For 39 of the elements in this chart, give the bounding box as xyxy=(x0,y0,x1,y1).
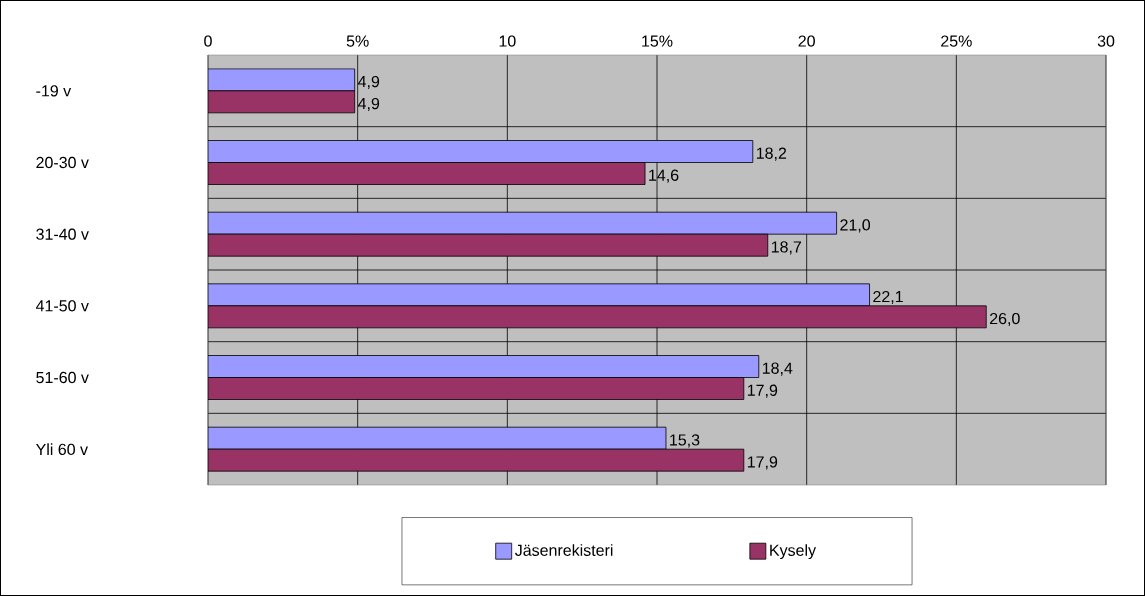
bar xyxy=(208,426,667,450)
y-tick-label: 41-50 v xyxy=(35,300,89,312)
y-tick-label: 20-30 v xyxy=(36,156,89,169)
bar xyxy=(208,140,754,163)
y-tick-label: -19 v xyxy=(36,85,72,97)
data-label: 18,4 xyxy=(762,362,793,376)
data-label: 18,2 xyxy=(756,147,787,161)
data-label: 17,9 xyxy=(747,456,778,470)
legend-label: Kysely xyxy=(770,544,817,560)
x-tick-label: 5% xyxy=(346,35,369,47)
data-label: 15,3 xyxy=(670,434,700,448)
bar xyxy=(208,233,769,257)
x-tick-label: 25% xyxy=(941,35,972,47)
bar xyxy=(208,90,356,114)
bar xyxy=(208,162,646,185)
y-tick-label: 51-60 v xyxy=(36,371,89,384)
y-tick-label: 31-40 v xyxy=(36,228,89,240)
bar xyxy=(208,355,760,378)
legend-label: Jäsenrekisteri xyxy=(515,544,613,556)
data-label: 26,0 xyxy=(990,312,1020,327)
data-label: 21,0 xyxy=(840,219,871,233)
data-label: 17,9 xyxy=(747,384,778,398)
data-label: 18,7 xyxy=(771,241,802,255)
data-label: 4,9 xyxy=(357,97,380,112)
bar xyxy=(208,211,838,235)
data-label: 22,1 xyxy=(873,290,903,305)
x-tick-label: 0 xyxy=(204,35,212,47)
x-tick-label: 20 xyxy=(798,35,815,47)
bar xyxy=(208,68,356,92)
bar xyxy=(208,448,745,472)
data-label: 14,6 xyxy=(649,169,679,183)
y-tick-label: Yli 60 v xyxy=(35,443,88,456)
bar xyxy=(208,283,870,307)
x-tick-label: 10 xyxy=(499,35,516,47)
bar xyxy=(208,305,987,329)
bar xyxy=(208,377,745,400)
x-tick-label: 15% xyxy=(642,35,673,47)
data-label: 4,9 xyxy=(357,75,380,90)
x-tick-label: 30 xyxy=(1097,35,1115,47)
